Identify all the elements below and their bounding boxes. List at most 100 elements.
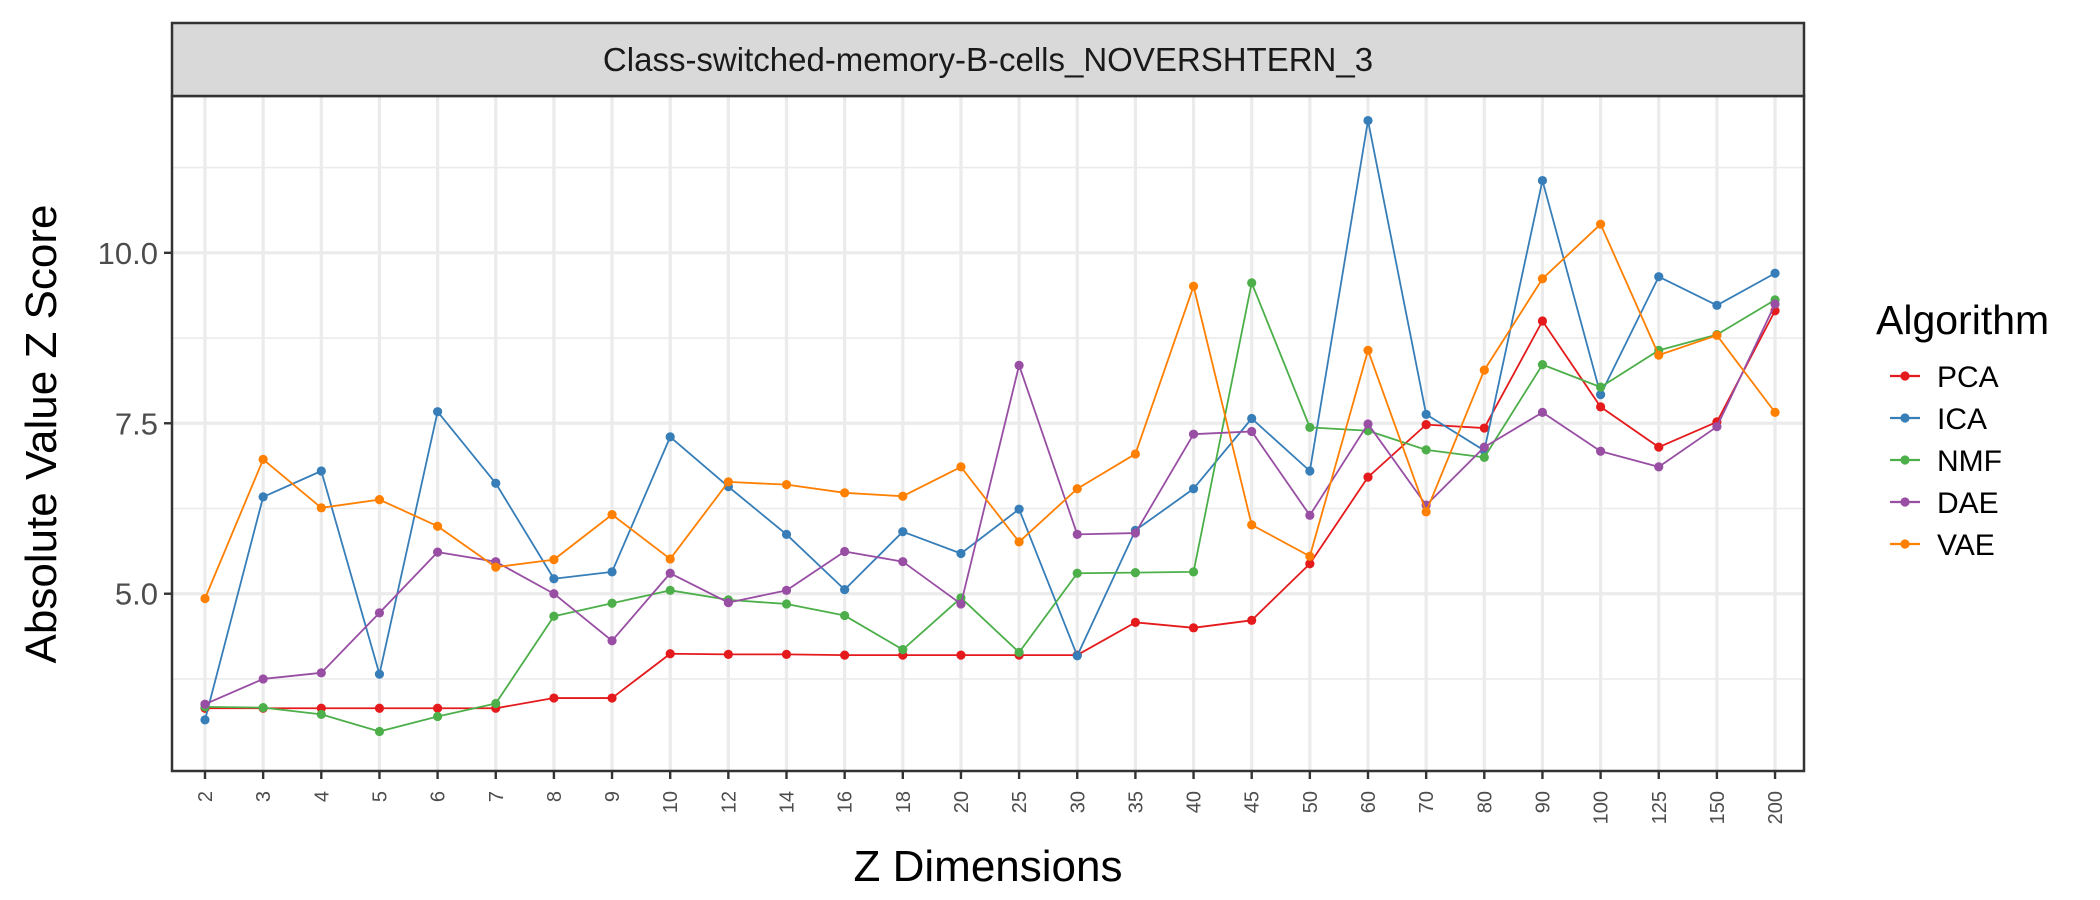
point-dae-200 bbox=[1770, 299, 1780, 309]
legend-key-point-pca bbox=[1900, 371, 1910, 381]
point-dae-14 bbox=[781, 585, 792, 595]
point-ica-18 bbox=[898, 527, 908, 537]
point-vae-100 bbox=[1596, 219, 1606, 229]
point-vae-25 bbox=[1014, 537, 1024, 547]
minor-gridlines bbox=[172, 166, 1804, 680]
point-vae-70 bbox=[1421, 507, 1431, 517]
legend-item-ica: ICA bbox=[1890, 403, 1987, 436]
point-dae-50 bbox=[1305, 510, 1315, 520]
point-ica-25 bbox=[1014, 504, 1024, 514]
point-ica-70 bbox=[1421, 409, 1431, 420]
point-ica-5 bbox=[374, 669, 385, 679]
point-ica-7 bbox=[491, 478, 501, 488]
point-dae-35 bbox=[1130, 528, 1140, 538]
x-tick-label-12: 18 bbox=[893, 791, 915, 813]
point-dae-150 bbox=[1712, 422, 1722, 432]
x-tick-label-19: 50 bbox=[1300, 791, 1322, 813]
point-ica-6 bbox=[433, 407, 443, 417]
point-vae-150 bbox=[1712, 330, 1722, 340]
y-tick-label-0: 5.0 bbox=[115, 577, 158, 612]
point-nmf-18 bbox=[898, 645, 908, 655]
point-vae-16 bbox=[840, 488, 850, 498]
point-pca-100 bbox=[1596, 402, 1606, 412]
point-pca-5 bbox=[374, 703, 385, 713]
legend: Algorithm PCA ICA NMF DAE VAE bbox=[1876, 297, 2049, 562]
point-vae-4 bbox=[316, 503, 326, 513]
x-tick-label-20: 60 bbox=[1358, 791, 1380, 813]
point-nmf-90 bbox=[1537, 360, 1548, 370]
point-dae-45 bbox=[1247, 426, 1257, 437]
x-tick-label-16: 35 bbox=[1125, 791, 1147, 813]
x-tick-label-2: 4 bbox=[311, 791, 333, 802]
legend-key-point-vae bbox=[1900, 539, 1910, 549]
point-vae-9 bbox=[607, 510, 617, 520]
point-ica-2 bbox=[200, 715, 210, 725]
point-dae-100 bbox=[1596, 446, 1606, 456]
x-tick-label-11: 16 bbox=[835, 791, 857, 813]
point-nmf-8 bbox=[549, 611, 559, 621]
y-axis: 5.0 7.5 10.0 bbox=[98, 236, 172, 612]
point-vae-6 bbox=[433, 521, 443, 531]
point-vae-200 bbox=[1770, 407, 1780, 417]
x-tick-label-21: 70 bbox=[1416, 791, 1438, 813]
point-nmf-16 bbox=[840, 610, 850, 621]
point-ica-150 bbox=[1712, 300, 1722, 310]
point-nmf-35 bbox=[1130, 567, 1140, 578]
series-line-pca bbox=[205, 310, 1776, 710]
point-nmf-70 bbox=[1421, 445, 1431, 455]
x-tick-label-0: 2 bbox=[195, 791, 217, 802]
point-ica-40 bbox=[1188, 484, 1199, 494]
x-tick-label-22: 80 bbox=[1474, 791, 1496, 813]
point-vae-10 bbox=[665, 554, 675, 564]
point-nmf-3 bbox=[258, 702, 268, 713]
point-dae-16 bbox=[840, 546, 850, 557]
legend-items: PCA ICA NMF DAE VAE bbox=[1890, 361, 2002, 562]
point-ica-200 bbox=[1770, 268, 1780, 278]
series-line-dae bbox=[204, 303, 1776, 706]
legend-label-dae: DAE bbox=[1937, 487, 1999, 520]
point-nmf-40 bbox=[1188, 567, 1199, 577]
point-vae-20 bbox=[956, 462, 966, 472]
series-line-ica bbox=[204, 119, 1776, 721]
point-ica-30 bbox=[1072, 651, 1082, 661]
point-ica-50 bbox=[1305, 466, 1315, 476]
point-vae-3 bbox=[258, 454, 268, 465]
point-dae-30 bbox=[1072, 529, 1082, 540]
point-dae-9 bbox=[607, 636, 617, 646]
point-dae-40 bbox=[1188, 429, 1199, 439]
point-dae-10 bbox=[665, 568, 675, 578]
point-vae-35 bbox=[1130, 449, 1140, 459]
facet-strip-title: Class-switched-memory-B-cells_NOVERSHTER… bbox=[603, 41, 1373, 78]
point-nmf-80 bbox=[1479, 452, 1489, 462]
point-vae-125 bbox=[1654, 350, 1664, 360]
point-dae-2 bbox=[200, 699, 210, 709]
point-nmf-9 bbox=[607, 598, 617, 608]
point-pca-20 bbox=[956, 650, 966, 660]
point-ica-14 bbox=[781, 529, 792, 540]
point-ica-60 bbox=[1363, 115, 1373, 126]
point-ica-100 bbox=[1596, 390, 1606, 400]
point-dae-5 bbox=[374, 608, 385, 618]
x-tick-label-8: 10 bbox=[660, 791, 682, 813]
point-vae-40 bbox=[1188, 281, 1199, 291]
point-vae-30 bbox=[1072, 484, 1082, 494]
point-dae-6 bbox=[433, 547, 443, 557]
point-dae-20 bbox=[956, 599, 966, 609]
point-pca-8 bbox=[549, 693, 559, 703]
facet-strip bbox=[170, 21, 1806, 98]
legend-key-point-nmf bbox=[1900, 455, 1910, 465]
x-tick-label-1: 3 bbox=[253, 791, 275, 802]
point-dae-3 bbox=[258, 674, 268, 684]
x-tick-label-23: 90 bbox=[1532, 791, 1554, 813]
point-pca-14 bbox=[781, 649, 792, 660]
x-tick-label-27: 200 bbox=[1765, 791, 1787, 824]
x-axis-title: Z Dimensions bbox=[854, 842, 1123, 891]
point-ica-4 bbox=[316, 466, 326, 476]
point-nmf-50 bbox=[1305, 422, 1315, 432]
point-vae-80 bbox=[1479, 365, 1489, 375]
point-nmf-6 bbox=[433, 711, 443, 722]
x-tick-label-4: 6 bbox=[428, 791, 450, 802]
legend-item-nmf: NMF bbox=[1890, 445, 2002, 478]
point-dae-18 bbox=[898, 557, 908, 567]
